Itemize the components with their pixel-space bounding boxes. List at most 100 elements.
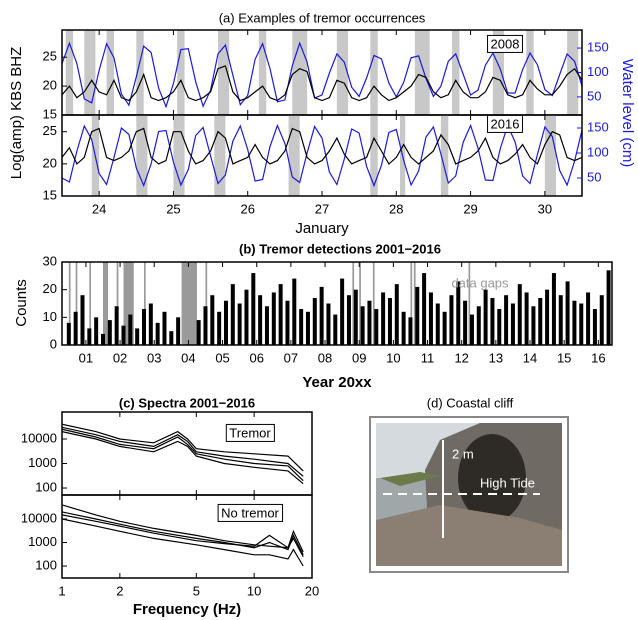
shaded-span [440, 115, 449, 196]
label-box [487, 34, 523, 53]
shaded-span [65, 30, 74, 115]
bar [428, 292, 433, 345]
bar [435, 303, 440, 345]
beach [376, 505, 562, 566]
bar [162, 311, 167, 345]
x-tick-label: 04 [181, 350, 195, 365]
scale-label: 2 m [452, 446, 474, 461]
bar [586, 292, 591, 345]
bar [87, 328, 92, 345]
shaded-span [413, 262, 416, 345]
x-axis-label: January [295, 220, 349, 237]
shaded-span [84, 30, 96, 115]
shaded-span [116, 262, 119, 345]
bar [572, 300, 577, 345]
shaded-span [205, 262, 208, 345]
shaded-span [143, 262, 146, 345]
series-line [62, 41, 582, 109]
bar [196, 320, 201, 345]
x-axis-label: Frequency (Hz) [133, 601, 241, 618]
bar [456, 281, 461, 345]
bar [387, 297, 392, 345]
bar [305, 311, 310, 345]
shaded-span [372, 262, 375, 345]
x-tick-label: 5 [193, 583, 200, 598]
bar [148, 303, 153, 345]
panel-title: (a) Examples of tremor occurrences [219, 10, 426, 25]
series-line [62, 428, 304, 482]
plot-frame [61, 494, 313, 579]
shaded-span [75, 262, 78, 345]
shaded-span [526, 30, 534, 115]
y-tick-label: 15 [43, 106, 57, 121]
shaded-span [414, 30, 430, 115]
bar [73, 311, 78, 345]
x-tick-label: 28 [389, 201, 403, 216]
bar [469, 314, 474, 345]
bar [155, 322, 160, 345]
bar [237, 303, 242, 345]
shaded-span [68, 262, 71, 345]
bar [360, 306, 365, 345]
bar [401, 311, 406, 345]
photo-panel [369, 416, 569, 573]
x-tick-label: 07 [284, 350, 298, 365]
y-tick-label: 100 [35, 479, 57, 494]
x-tick-label: 05 [215, 350, 229, 365]
panel: 0 10 20 30 01 02 03 04 05 06 07 08 09 10 11 12 13 14 15 16 [43, 253, 613, 365]
series-line [62, 504, 304, 553]
y2-tick-label: 150 [587, 40, 609, 55]
series-line [62, 431, 304, 485]
y2-tick-label: 100 [587, 144, 609, 159]
bar [463, 300, 468, 345]
panel-title: (b) Tremor detections 2001−2016 [239, 241, 441, 256]
bar [230, 284, 235, 345]
shaded-span [544, 115, 556, 196]
x-tick-label: 11 [421, 350, 435, 365]
shaded-span [468, 262, 471, 345]
series-line [62, 65, 582, 102]
bar [66, 322, 71, 345]
bar [121, 325, 126, 345]
bar [271, 292, 276, 345]
x-tick-label: 1 [58, 583, 65, 598]
plot-area [62, 423, 304, 485]
bar [606, 270, 611, 345]
y-tick-label: 20 [43, 281, 57, 296]
plot-frame [61, 261, 613, 346]
bar [476, 306, 481, 345]
x-tick-label: 06 [249, 350, 263, 365]
shaded-span [102, 262, 109, 345]
x-tick-label: 08 [318, 350, 332, 365]
y-tick-label: 1000 [28, 455, 57, 470]
y2-axis-label: Water level (cm) [619, 59, 636, 168]
x-tick-label: 15 [557, 350, 571, 365]
x-tick-label: 29 [463, 201, 477, 216]
year-label: 2008 [491, 36, 520, 51]
bar [217, 311, 222, 345]
annotation: data gaps [451, 275, 509, 290]
y-tick-label: 20 [43, 78, 57, 93]
y-tick-label: 1000 [28, 534, 57, 549]
bar [442, 311, 447, 345]
bar [176, 317, 181, 345]
label-box [217, 503, 284, 522]
y-tick-label: 30 [43, 253, 57, 268]
shaded-span [352, 262, 355, 345]
bar [599, 295, 604, 345]
bar [333, 314, 338, 345]
shaded-span [136, 30, 144, 115]
bar [141, 309, 146, 345]
label-box [487, 114, 523, 133]
plot-area [62, 504, 304, 567]
series-line [62, 518, 304, 567]
series-line [62, 426, 304, 477]
x-tick-label: 10 [386, 350, 400, 365]
label-box [225, 423, 275, 442]
bar [319, 286, 324, 345]
plot-area [62, 30, 582, 115]
x-tick-label: 24 [92, 201, 106, 216]
bar [346, 295, 351, 345]
x-tick-label: 01 [79, 350, 93, 365]
